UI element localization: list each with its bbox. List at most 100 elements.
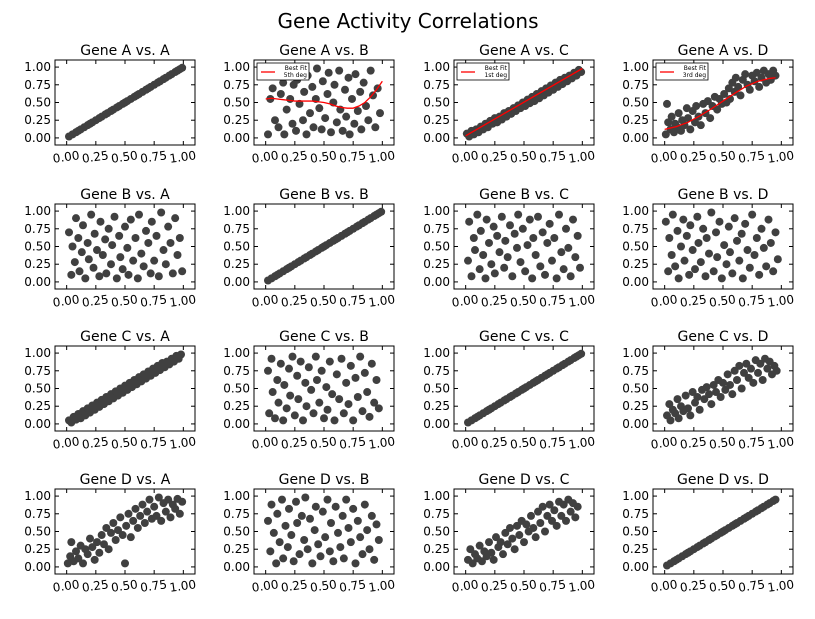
data-point	[693, 393, 702, 401]
x-tick-label: 1.00	[568, 577, 596, 595]
data-point	[475, 541, 484, 550]
y-tick-label: 1.00	[423, 489, 450, 503]
data-point	[292, 126, 300, 135]
x-tick-label: 1.00	[767, 434, 795, 452]
data-point	[121, 222, 129, 231]
y-tick-label: 0.50	[223, 96, 250, 110]
data-point	[370, 398, 379, 407]
data-points	[264, 352, 383, 425]
data-point	[178, 63, 187, 72]
data-point	[126, 215, 135, 224]
x-tick-label: 1.00	[767, 148, 795, 166]
y-tick-label: 0.50	[223, 525, 250, 539]
data-point	[308, 559, 317, 568]
data-point	[569, 215, 577, 224]
subplot: Gene D vs. A0.000.250.500.751.000.00 0.25…	[24, 472, 197, 595]
data-point	[83, 238, 92, 247]
y-tick-label: 0.00	[223, 560, 250, 574]
data-point	[686, 411, 695, 420]
data-point	[93, 538, 101, 547]
data-point	[276, 90, 285, 98]
data-point	[264, 516, 272, 525]
x-tick-label: 0.50	[509, 577, 537, 595]
data-point	[487, 548, 496, 557]
data-point	[508, 272, 517, 281]
data-point	[178, 497, 187, 506]
y-tick-label: 0.75	[423, 507, 450, 521]
x-tick-label: 0.25	[81, 148, 109, 166]
data-point	[115, 231, 124, 240]
x-tick-label: 0.75	[737, 148, 765, 166]
y-tick-label: 0.75	[24, 222, 51, 236]
x-tick-label: 0.25	[679, 577, 707, 595]
data-point	[772, 366, 781, 375]
data-point	[724, 222, 733, 231]
data-point	[131, 234, 140, 242]
data-point	[469, 234, 478, 242]
data-point	[489, 555, 498, 564]
y-tick-label: 0.50	[423, 382, 450, 396]
data-point	[74, 234, 83, 242]
data-point	[95, 272, 104, 281]
data-point	[497, 212, 506, 221]
data-point	[510, 229, 519, 238]
data-point	[501, 236, 510, 245]
data-point	[136, 511, 145, 520]
subplot-title: Gene B vs. D	[678, 187, 769, 203]
subplot-title: Gene D vs. D	[677, 472, 769, 488]
data-point	[693, 212, 702, 221]
y-tick-label: 0.00	[423, 275, 450, 289]
data-point	[688, 246, 697, 255]
data-point	[67, 538, 76, 547]
y-tick-label: 0.25	[223, 257, 250, 271]
subplot: Gene C vs. A0.000.250.500.751.000.00 0.25…	[24, 329, 197, 452]
x-tick-label: 0.00	[251, 577, 279, 595]
data-point	[264, 130, 272, 139]
data-point	[273, 509, 282, 518]
data-point	[736, 91, 745, 100]
data-point	[357, 125, 366, 134]
data-point	[267, 354, 276, 363]
data-point	[272, 559, 281, 568]
data-point	[715, 217, 724, 226]
data-point	[280, 130, 289, 139]
x-tick-label: 1.00	[568, 148, 596, 166]
data-point	[529, 234, 538, 242]
data-point	[471, 246, 479, 255]
data-point	[691, 265, 699, 274]
fit-line	[664, 77, 776, 131]
legend-sublabel: 5th deg	[284, 72, 307, 79]
y-tick-label: 0.00	[423, 417, 450, 431]
y-tick-label: 0.75	[622, 222, 649, 236]
data-point	[754, 368, 762, 377]
data-point	[513, 243, 521, 252]
data-point	[302, 402, 311, 411]
data-point	[286, 94, 295, 103]
data-point	[696, 121, 705, 130]
data-point	[577, 349, 586, 358]
data-point	[562, 224, 570, 233]
data-point	[510, 545, 519, 554]
data-point	[762, 262, 771, 271]
data-point	[289, 557, 298, 566]
x-tick-label: 1.00	[368, 434, 396, 452]
data-point	[674, 414, 683, 423]
data-point	[121, 559, 129, 568]
data-point	[485, 538, 493, 547]
y-tick-label: 0.75	[24, 78, 51, 92]
data-point	[339, 409, 348, 418]
data-point	[374, 536, 383, 544]
data-point	[365, 412, 374, 421]
data-point	[282, 105, 291, 114]
subplot-title: Gene D vs. C	[479, 472, 570, 488]
data-point	[154, 493, 163, 502]
data-point	[175, 234, 184, 242]
y-tick-label: 1.00	[622, 346, 649, 360]
data-point	[294, 395, 303, 404]
data-point	[93, 246, 101, 255]
legend-box	[655, 62, 709, 81]
x-tick-label: 0.25	[280, 292, 308, 310]
data-point	[112, 274, 121, 283]
y-tick-label: 0.25	[423, 257, 450, 271]
subplot-title: Gene A vs. D	[678, 43, 769, 59]
